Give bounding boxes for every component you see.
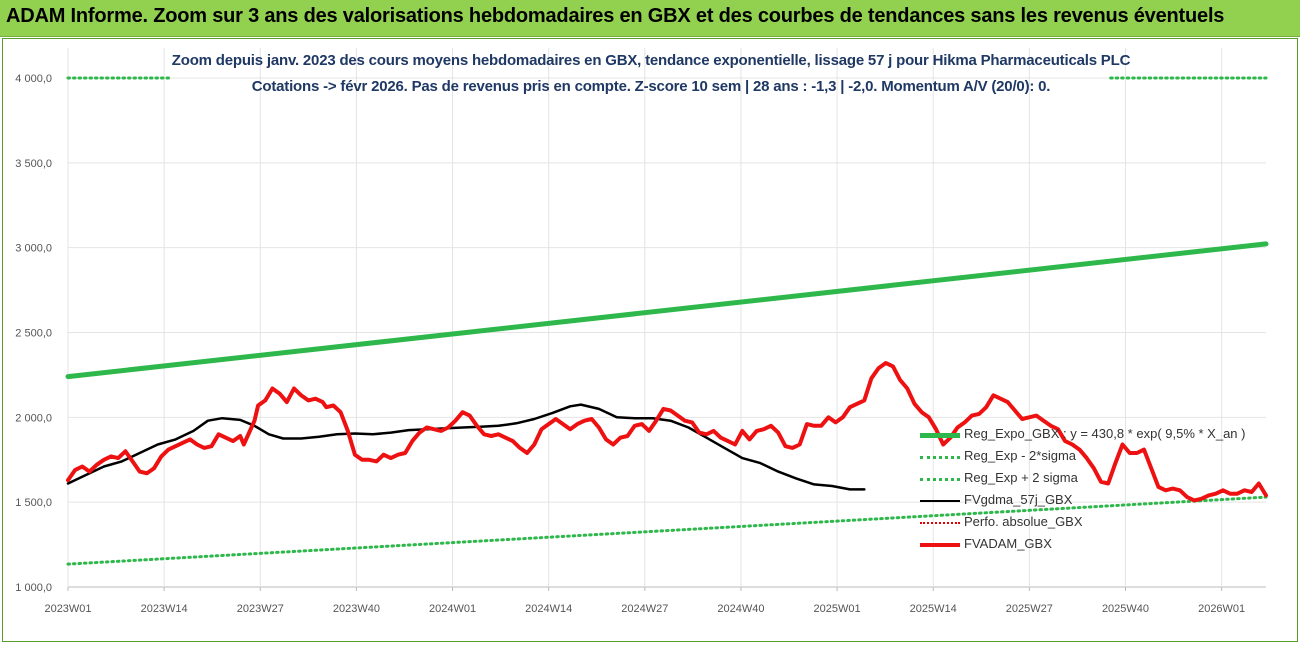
series-reg-expo-line — [65, 241, 1269, 380]
y-tick-label: 4 000,0 — [15, 73, 52, 85]
x-tick-label: 2025W27 — [1006, 603, 1053, 615]
legend-label: Reg_Expo_GBX : y = 430,8 * exp( 9,5% * X… — [964, 426, 1246, 441]
series-reg-exp-minus-2sigma-line — [66, 495, 1268, 566]
series-fvgdma-57j-line — [66, 403, 866, 491]
x-tick-label: 2023W01 — [44, 603, 91, 615]
series-fvadam-line — [66, 361, 1268, 503]
legend-label: Reg_Exp - 2*sigma — [964, 448, 1076, 463]
report-title: ADAM Informe. Zoom sur 3 ans des valoris… — [6, 5, 1225, 27]
report-banner: ADAM Informe. Zoom sur 3 ans des valoris… — [0, 0, 1300, 37]
y-tick-label: 2 000,0 — [15, 412, 52, 424]
legend-label: FVADAM_GBX — [964, 536, 1052, 551]
x-tick-label: 2023W14 — [141, 603, 188, 615]
x-tick-label: 2023W40 — [333, 603, 380, 615]
legend-swatch — [920, 499, 960, 502]
x-tick-label: 2024W14 — [525, 603, 572, 615]
x-tick-label: 2025W14 — [910, 603, 957, 615]
x-tick-label: 2025W01 — [814, 603, 861, 615]
legend-swatch — [920, 477, 960, 481]
legend-label: Perfo. absolue_GBX — [964, 514, 1083, 529]
y-tick-label: 3 000,0 — [15, 243, 52, 255]
y-tick-label: 3 500,0 — [15, 158, 52, 170]
chart-title: Zoom depuis janv. 2023 des cours moyens … — [171, 52, 1131, 69]
legend-label: FVgdma_57j_GBX — [964, 492, 1073, 507]
chart-subtitle: Cotations -> févr 2026. Pas de revenus p… — [251, 78, 1051, 95]
y-tick-label: 2 500,0 — [15, 328, 52, 340]
x-tick-label: 2026W01 — [1198, 603, 1245, 615]
legend-swatch — [920, 455, 960, 459]
legend-swatch — [920, 522, 960, 524]
legend-label: Reg_Exp + 2 sigma — [964, 470, 1078, 485]
y-tick-label: 1 500,0 — [15, 497, 52, 509]
x-tick-label: 2023W27 — [237, 603, 284, 615]
y-tick-label: 1 000,0 — [15, 582, 52, 594]
x-tick-label: 2024W27 — [621, 603, 668, 615]
x-tick-label: 2024W01 — [429, 603, 476, 615]
x-tick-label: 2024W40 — [717, 603, 764, 615]
x-tick-label: 2025W40 — [1102, 603, 1149, 615]
legend-swatch — [920, 432, 960, 438]
chart-frame — [2, 38, 1298, 642]
legend-swatch — [920, 543, 960, 547]
